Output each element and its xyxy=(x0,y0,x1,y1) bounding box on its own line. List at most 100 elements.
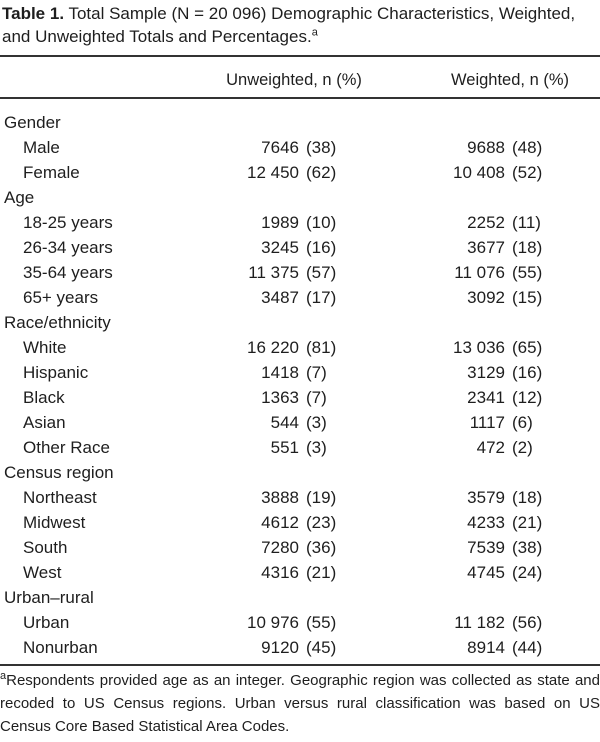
unweighted-pct: (10) xyxy=(306,213,337,232)
table-row: South 7280 (36) 7539 (38) xyxy=(0,535,600,560)
weighted-n: 4745 xyxy=(467,563,505,582)
table-title-footnote-marker: a xyxy=(311,26,318,39)
table-row: West 4316 (21) 4745 (24) xyxy=(0,560,600,585)
weighted-pct: (44) xyxy=(512,638,543,657)
unweighted-pct: (36) xyxy=(306,538,337,557)
table-footnote: aRespondents provided age as an integer.… xyxy=(0,669,600,738)
unweighted-n: 3487 xyxy=(261,288,299,307)
table-row: Northeast 3888 (19) 3579 (18) xyxy=(0,485,600,510)
section-row: Gender xyxy=(0,110,600,135)
weighted-pct: (65) xyxy=(512,338,543,357)
unweighted-n: 7280 xyxy=(261,538,299,557)
unweighted-n: 3245 xyxy=(261,238,299,257)
weighted-n: 2341 xyxy=(467,388,505,407)
weighted-n: 3092 xyxy=(467,288,505,307)
column-header-unweighted: Unweighted, n (%) xyxy=(226,71,362,89)
unweighted-pct: (7) xyxy=(306,363,327,382)
weighted-n: 3129 xyxy=(467,363,505,382)
table-column-headers: Unweighted, n (%) Weighted, n (%) xyxy=(0,64,600,97)
column-header-weighted: Weighted, n (%) xyxy=(451,71,569,89)
unweighted-pct: (81) xyxy=(306,338,337,357)
table-row: White 16 220 (81) 13 036 (65) xyxy=(0,335,600,360)
weighted-pct: (11) xyxy=(512,213,541,232)
unweighted-pct: (3) xyxy=(306,413,327,432)
weighted-pct: (56) xyxy=(512,613,543,632)
table-row: Hispanic 1418 (7) 3129 (16) xyxy=(0,360,600,385)
table-row: Black 1363 (7) 2341 (12) xyxy=(0,385,600,410)
row-label: 18-25 years xyxy=(23,213,113,232)
weighted-pct: (18) xyxy=(512,238,543,257)
row-label: 35-64 years xyxy=(23,263,113,282)
unweighted-pct: (55) xyxy=(306,613,337,632)
weighted-pct: (21) xyxy=(512,513,543,532)
weighted-n: 13 036 xyxy=(453,338,505,357)
row-label: West xyxy=(23,563,62,582)
unweighted-n: 11 375 xyxy=(248,263,299,282)
table-rule-top xyxy=(0,55,600,57)
row-label: 26-34 years xyxy=(23,238,113,257)
weighted-n: 8914 xyxy=(467,638,505,657)
weighted-n: 3579 xyxy=(467,488,505,507)
unweighted-n: 1989 xyxy=(261,213,299,232)
unweighted-pct: (21) xyxy=(306,563,337,582)
section-row: Race/ethnicity xyxy=(0,310,600,335)
footnote-text: Respondents provided age as an integer. … xyxy=(0,672,600,735)
weighted-n: 9688 xyxy=(467,138,505,157)
table-row: Urban 10 976 (55) 11 182 (56) xyxy=(0,610,600,635)
unweighted-n: 4612 xyxy=(261,513,299,532)
section-label: Race/ethnicity xyxy=(4,313,111,332)
unweighted-pct: (62) xyxy=(306,163,337,182)
unweighted-pct: (7) xyxy=(306,388,327,407)
unweighted-n: 7646 xyxy=(261,138,299,157)
unweighted-pct: (23) xyxy=(306,513,337,532)
unweighted-n: 551 xyxy=(270,438,299,457)
table-row: Male 7646 (38) 9688 (48) xyxy=(0,135,600,160)
table-row: 18-25 years 1989 (10) 2252 (11) xyxy=(0,210,600,235)
weighted-pct: (18) xyxy=(512,488,543,507)
table-row: Female 12 450 (62) 10 408 (52) xyxy=(0,160,600,185)
row-label: Urban xyxy=(23,613,70,632)
row-label: Asian xyxy=(23,413,66,432)
section-label: Urban–rural xyxy=(4,588,94,607)
table-row: 65+ years 3487 (17) 3092 (15) xyxy=(0,285,600,310)
weighted-pct: (48) xyxy=(512,138,543,157)
row-label: 65+ years xyxy=(23,288,99,307)
weighted-n: 1117 xyxy=(469,413,505,432)
weighted-n: 11 182 xyxy=(454,613,505,632)
table-row: Asian 544 (3) 1117 (6) xyxy=(0,410,600,435)
weighted-pct: (12) xyxy=(512,388,543,407)
unweighted-n: 544 xyxy=(270,413,299,432)
table-row: Other Race 551 (3) 472 (2) xyxy=(0,435,600,460)
table-row: 35-64 years 11 375 (57) 11 076 (55) xyxy=(0,260,600,285)
unweighted-n: 9120 xyxy=(261,638,299,657)
unweighted-pct: (57) xyxy=(306,263,337,282)
unweighted-pct: (17) xyxy=(306,288,337,307)
row-label: South xyxy=(23,538,68,557)
row-label: Other Race xyxy=(23,438,110,457)
section-label: Age xyxy=(4,188,35,207)
section-row: Urban–rural xyxy=(0,585,600,610)
weighted-n: 3677 xyxy=(467,238,505,257)
unweighted-n: 1418 xyxy=(261,363,299,382)
row-label: Male xyxy=(23,138,60,157)
table-row: Midwest 4612 (23) 4233 (21) xyxy=(0,510,600,535)
weighted-pct: (15) xyxy=(512,288,543,307)
unweighted-n: 16 220 xyxy=(247,338,299,357)
table-row: Nonurban 9120 (45) 8914 (44) xyxy=(0,635,600,660)
unweighted-n: 1363 xyxy=(261,388,299,407)
weighted-pct: (52) xyxy=(512,163,543,182)
weighted-n: 4233 xyxy=(467,513,505,532)
row-label: Nonurban xyxy=(23,638,98,657)
row-label: Midwest xyxy=(23,513,86,532)
weighted-n: 2252 xyxy=(467,213,505,232)
section-label: Gender xyxy=(4,113,61,132)
table-title-number: Table 1. xyxy=(2,4,65,23)
table-row: 26-34 years 3245 (16) 3677 (18) xyxy=(0,235,600,260)
row-label: Female xyxy=(23,163,80,182)
row-label: Hispanic xyxy=(23,363,89,382)
table-title-text: Total Sample (N = 20 096) Demographic Ch… xyxy=(2,4,576,46)
unweighted-pct: (16) xyxy=(306,238,337,257)
unweighted-pct: (38) xyxy=(306,138,337,157)
weighted-pct: (2) xyxy=(512,438,533,457)
weighted-n: 7539 xyxy=(467,538,505,557)
